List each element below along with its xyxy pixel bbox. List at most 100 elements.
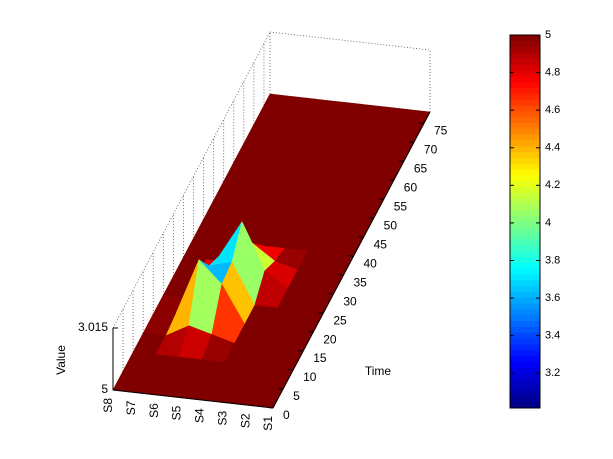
colorbar-strip <box>510 40 540 48</box>
y-tick-label: 10 <box>303 370 317 384</box>
colorbar-tick-label: 3.4 <box>545 330 560 342</box>
colorbar-tick-label: 3.8 <box>545 254 560 266</box>
colorbar-strip <box>510 64 540 71</box>
x-tick-label: S5 <box>170 405 184 420</box>
x-tick-label: S2 <box>238 413 252 428</box>
colorbar-strip <box>510 279 540 287</box>
colorbar-tick-label: 4.4 <box>545 142 560 154</box>
colorbar-strip <box>510 291 540 298</box>
colorbar-strip <box>510 198 540 205</box>
y-tick <box>368 217 374 219</box>
y-tick <box>408 141 414 143</box>
colorbar-strip <box>510 35 540 42</box>
x-tick-label: S7 <box>124 400 138 415</box>
colorbar-strip <box>510 139 540 147</box>
colorbar-strip <box>510 273 540 281</box>
colorbar-strip <box>510 169 540 176</box>
colorbar-strip <box>510 244 540 252</box>
colorbar-strip <box>510 215 540 222</box>
colorbar-strip <box>510 157 540 164</box>
colorbar-strip <box>510 297 540 304</box>
y-tick-label: 50 <box>384 218 398 232</box>
y-tick-label: 70 <box>424 143 438 157</box>
colorbar-strip <box>510 343 540 351</box>
colorbar-tick-label: 4.2 <box>545 179 560 191</box>
colorbar-strip <box>510 204 540 211</box>
colorbar-tick-label: 3.6 <box>545 292 560 304</box>
y-tick-label: 30 <box>343 294 357 308</box>
colorbar-strip <box>510 69 540 77</box>
colorbar-strip <box>510 174 540 182</box>
y-tick-label: 15 <box>313 351 327 365</box>
colorbar-strip <box>510 361 540 368</box>
y-tick-label: 40 <box>364 256 378 270</box>
colorbar-tick-label: 4.6 <box>545 104 560 116</box>
colorbar-strip <box>510 186 540 193</box>
y-tick <box>267 407 274 409</box>
y-tick-label: 35 <box>353 275 367 289</box>
y-tick <box>338 274 344 276</box>
x-tick-label: S6 <box>147 403 161 418</box>
colorbar-strip <box>510 99 540 106</box>
y-tick-label: 25 <box>333 313 347 327</box>
colorbar-strip <box>510 52 540 59</box>
colorbar-strip <box>510 349 540 357</box>
y-tick <box>308 331 314 333</box>
colorbar-strip <box>510 93 540 100</box>
colorbar-strip <box>510 192 540 199</box>
colorbar-strip <box>510 332 540 339</box>
colorbar-strip <box>510 384 540 392</box>
colorbar-strip <box>510 402 540 409</box>
colorbar-strip <box>510 209 540 217</box>
y-tick-label: 65 <box>414 162 428 176</box>
x-tick-label: S1 <box>261 416 275 431</box>
y-tick-label: 5 <box>293 389 300 403</box>
colorbar-strip <box>510 262 540 269</box>
y-tick-label: 20 <box>323 332 337 346</box>
colorbar-strip <box>510 378 540 386</box>
y-tick <box>418 122 425 124</box>
y-tick <box>348 255 354 257</box>
y-tick <box>398 160 404 162</box>
y-tick-label: 60 <box>404 180 418 194</box>
z-tick-label: 3.015 <box>78 320 108 334</box>
colorbar-tick-label: 5 <box>545 29 551 41</box>
y-tick <box>358 236 364 238</box>
colorbar-frame <box>509 34 541 409</box>
y-tick-label: 0 <box>283 408 290 422</box>
colorbar-strip <box>510 46 540 53</box>
colorbar-strip <box>510 128 540 135</box>
colorbar-strip <box>510 250 540 257</box>
x-tick-label: S3 <box>215 411 229 426</box>
y-tick <box>288 369 294 371</box>
colorbar-strip <box>510 110 540 118</box>
y-axis-label: Time <box>365 364 392 378</box>
y-tick <box>378 198 384 200</box>
colorbar-strip <box>510 373 540 380</box>
y-tick <box>278 388 284 390</box>
colorbar-strip <box>510 81 540 88</box>
y-tick-label: 45 <box>374 237 388 251</box>
box-edge <box>112 31 271 329</box>
colorbar-strip <box>510 308 540 316</box>
colorbar-strip <box>510 227 540 234</box>
colorbar-tick-label: 4 <box>545 217 551 229</box>
colorbar-tick-label: 4.8 <box>545 66 560 78</box>
colorbar-strip <box>510 151 540 158</box>
colorbar-strip <box>510 104 540 112</box>
colorbar-strip <box>510 320 540 327</box>
y-tick <box>328 293 334 295</box>
colorbar-strip <box>510 221 540 228</box>
colorbar-strip <box>510 75 540 83</box>
colorbar-strip <box>510 87 540 94</box>
colorbar-strip <box>510 58 540 65</box>
colorbar-strip <box>510 180 540 188</box>
y-tick <box>298 350 304 352</box>
y-tick-label: 75 <box>434 124 448 138</box>
y-tick <box>318 312 324 314</box>
colorbar-strip <box>510 122 540 129</box>
colorbar-strip <box>510 285 540 292</box>
z-tick-label: 5 <box>101 382 108 396</box>
colorbar-strip <box>510 326 540 333</box>
